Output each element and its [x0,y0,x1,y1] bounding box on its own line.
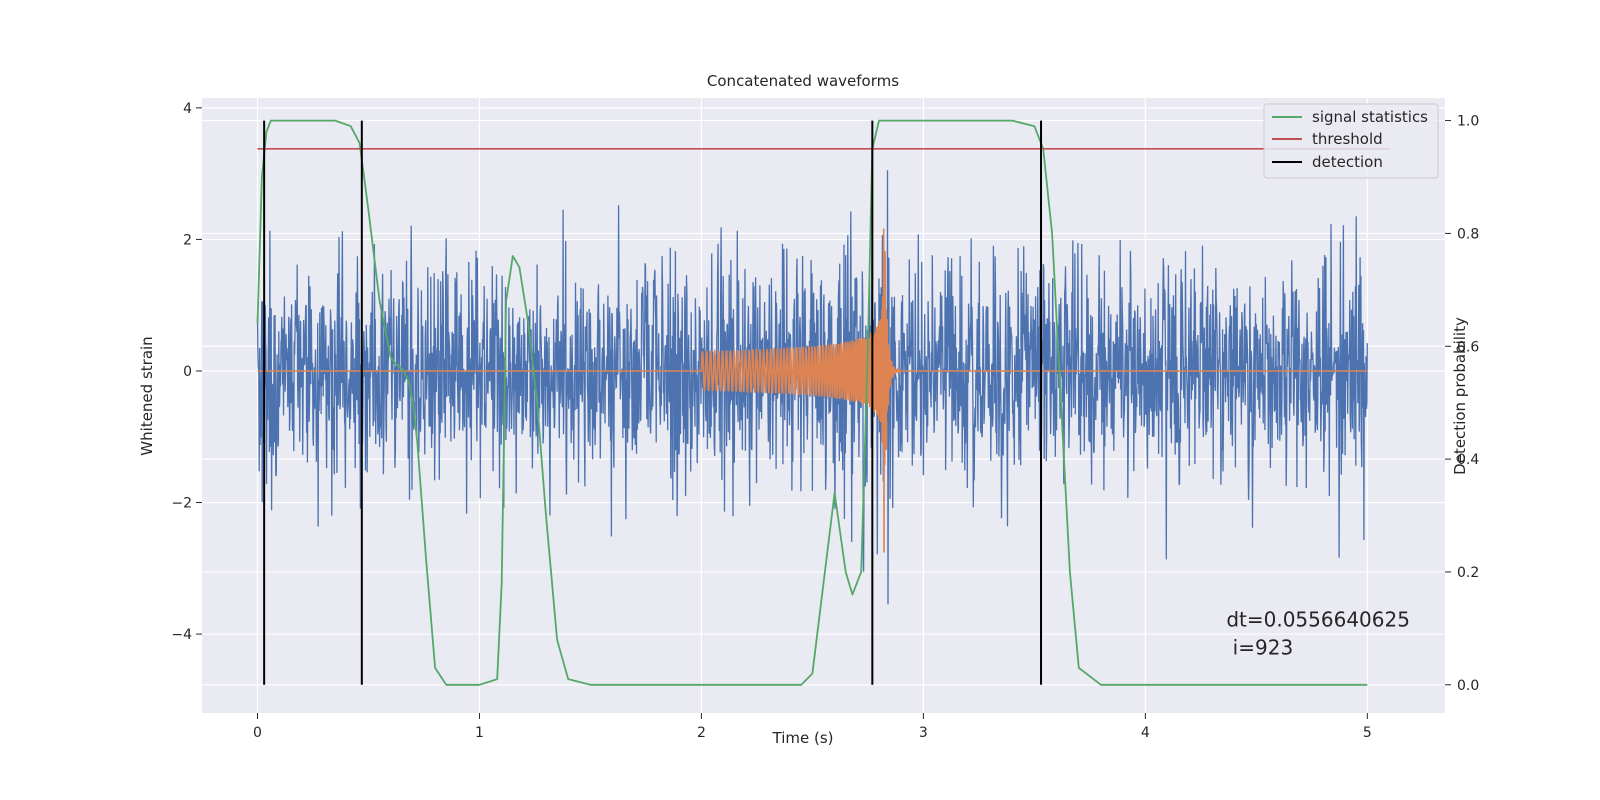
x-tick-label: 4 [1141,725,1150,741]
y-tick-label: 0 [183,364,192,380]
legend-frame [1263,103,1439,179]
series-line-whitened-strain [256,170,1368,605]
axes-text-layer: Concatenated waveforms Time (s) Whitened… [138,72,1469,747]
y-tick-label: −4 [171,627,192,643]
y2-tick-label: 0.2 [1457,565,1479,581]
chart-title: Concatenated waveforms [707,72,899,90]
y-tick-label: 4 [183,101,192,117]
y2-axis-label: Detection probability [1451,317,1469,475]
plot-area: 0 1 2 3 4 5 −4 −2 0 2 4 0.0 0.2 0.4 0.6 0.8 1.0 [171,98,1479,741]
legend-label-signal-statistics: signal statistics [1312,108,1428,126]
y-tick-label: −2 [171,496,192,512]
x-tick-label: 2 [697,725,706,741]
y2-tick-label: 0.6 [1457,339,1479,355]
y2-tick-label: 0.4 [1457,452,1479,468]
y2-tick-label: 0.0 [1457,678,1479,694]
series-group [256,119,1390,686]
y-tick-label: 2 [183,232,192,248]
x-tick-label: 5 [1363,725,1372,741]
legend: signal statistics threshold detection [1263,103,1439,179]
legend-label-detection: detection [1312,153,1383,171]
x-tick-label: 1 [475,725,484,741]
y2-tick-label: 0.8 [1457,226,1479,242]
annotation-line-i: i=923 [1226,635,1293,659]
x-tick-label: 0 [253,725,262,741]
annotation: dt=0.0556640625 i=923 [1226,607,1410,659]
y2-tick-label: 1.0 [1457,114,1479,130]
legend-label-threshold: threshold [1312,130,1383,148]
series-line-injected-waveform [257,228,1368,553]
x-axis-label: Time (s) [772,729,834,747]
annotation-line-dt: dt=0.0556640625 [1226,607,1410,631]
y-axis-label: Whitened strain [138,336,156,455]
x-tick-label: 3 [919,725,928,741]
